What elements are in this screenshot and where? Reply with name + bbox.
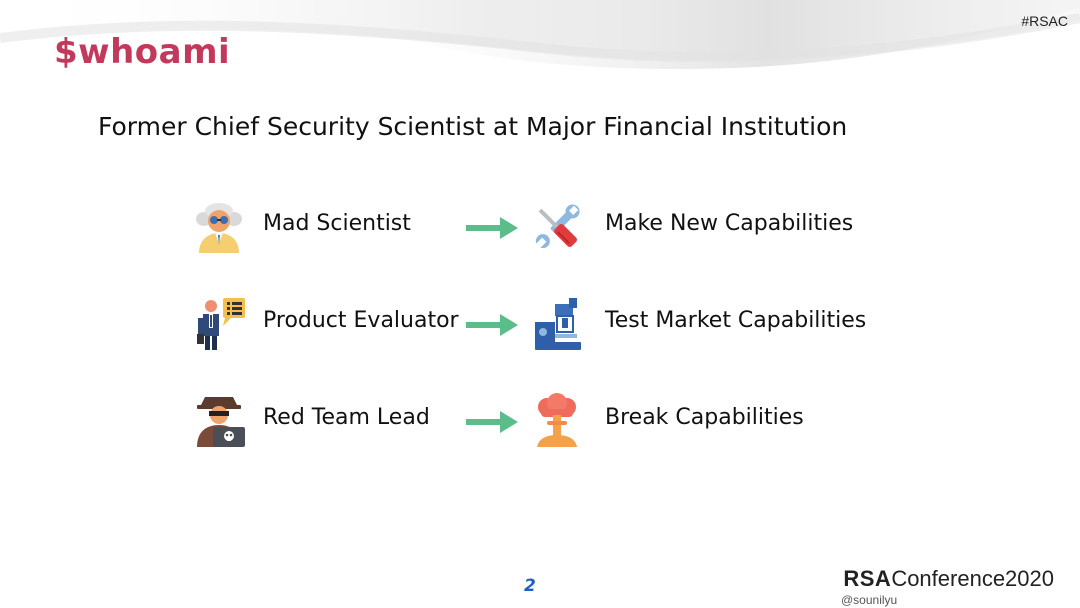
slide-subtitle: Former Chief Security Scientist at Major… [98,112,848,141]
role-row: Mad Scientist [0,199,1080,259]
evaluator-icon [191,296,247,352]
brand-rsa: RSA [843,566,892,591]
capability-label: Break Capabilities [605,405,804,430]
brand-conference: Conference2020 [891,566,1054,591]
role-row: Red Team Lead Break Capabilities [0,393,1080,453]
capability-label: Make New Capabilities [605,211,854,236]
mad-scientist-icon [191,199,247,255]
arrow-right-icon [466,411,518,433]
capability-label: Test Market Capabilities [605,308,867,333]
role-label: Product Evaluator [263,308,459,333]
twitter-handle: @sounilyu [841,593,898,607]
explosion-icon [529,393,585,449]
page-number: 2 [524,576,536,596]
role-label: Mad Scientist [263,211,411,236]
role-row: Product Evaluator Test Market Capabiliti… [0,296,1080,356]
hacker-icon [191,393,247,449]
microscope-icon [529,296,585,352]
arrow-right-icon [466,314,518,336]
slide-title: $whoami [54,32,231,72]
header-swoosh-decoration [0,0,1080,70]
arrow-right-icon [466,217,518,239]
rsa-conference-logo: RSAConference2020 [843,566,1054,592]
role-label: Red Team Lead [263,405,430,430]
wrench-screwdriver-icon [529,199,585,255]
rsac-hashtag: #RSAC [1021,13,1068,29]
